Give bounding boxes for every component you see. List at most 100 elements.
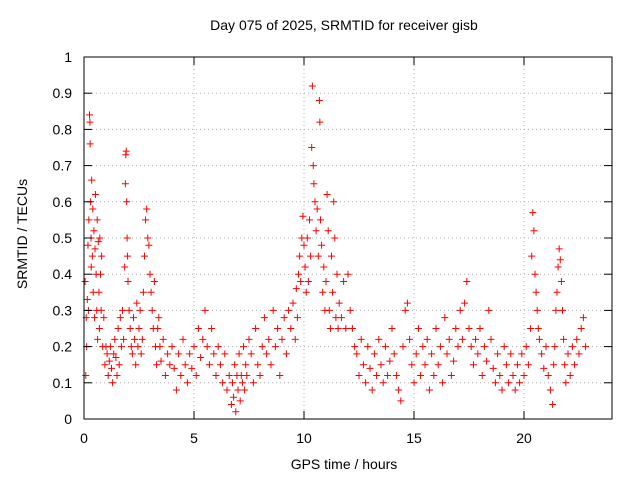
data-point	[172, 386, 180, 394]
data-point	[154, 325, 162, 332]
data-point	[439, 379, 447, 387]
data-point	[214, 343, 222, 351]
data-point	[430, 372, 438, 380]
data-point	[425, 386, 433, 394]
data-point	[351, 343, 359, 351]
y-tick-label: 0.8	[53, 121, 73, 137]
data-point	[111, 335, 119, 343]
data-point	[91, 314, 99, 322]
data-point	[192, 372, 200, 380]
data-point	[132, 361, 140, 369]
data-point	[507, 350, 515, 358]
data-point	[325, 306, 333, 314]
data-point	[155, 314, 163, 322]
data-point	[419, 343, 427, 351]
y-tick-label: 1	[64, 49, 72, 65]
data-point	[467, 343, 475, 351]
data-point	[428, 350, 436, 358]
data-point	[296, 252, 304, 260]
data-point	[292, 285, 300, 293]
data-point	[441, 314, 449, 322]
data-point	[227, 401, 235, 409]
data-point	[386, 357, 394, 365]
data-point	[126, 325, 134, 332]
data-point	[533, 306, 541, 314]
data-point	[133, 299, 141, 307]
data-point	[406, 335, 414, 343]
data-point	[256, 372, 264, 380]
data-point	[485, 306, 493, 314]
data-point	[164, 350, 172, 358]
data-point	[498, 386, 506, 394]
data-point	[317, 216, 324, 224]
data-point	[436, 343, 444, 351]
data-point	[232, 408, 240, 416]
x-tick-label: 15	[406, 430, 422, 446]
data-point	[210, 350, 218, 358]
data-point	[124, 277, 132, 285]
data-point	[535, 335, 543, 343]
data-point	[278, 335, 286, 343]
data-point	[83, 296, 91, 304]
data-point	[554, 263, 562, 271]
data-point	[94, 335, 102, 343]
data-point	[355, 372, 363, 380]
data-point	[340, 277, 348, 285]
data-point	[465, 325, 473, 332]
data-point	[235, 350, 243, 358]
data-point	[557, 277, 565, 285]
y-tick-label: 0.6	[53, 194, 73, 210]
data-point	[505, 379, 513, 387]
data-point	[234, 386, 242, 394]
data-point	[86, 140, 94, 148]
data-point	[319, 288, 327, 296]
data-point	[120, 335, 128, 343]
data-point	[544, 372, 552, 380]
data-point	[179, 335, 187, 343]
data-point	[561, 361, 569, 369]
data-point	[137, 350, 145, 358]
data-point	[115, 361, 123, 369]
data-point	[276, 372, 284, 380]
data-point	[531, 270, 539, 278]
data-point	[529, 209, 537, 217]
data-point	[136, 306, 144, 314]
data-point	[403, 299, 411, 307]
data-point	[267, 361, 275, 369]
data-point	[392, 372, 400, 380]
data-point	[324, 227, 332, 235]
data-point	[551, 343, 559, 351]
data-point	[494, 350, 502, 358]
data-point	[128, 350, 136, 358]
data-point	[534, 325, 542, 332]
data-point	[221, 350, 229, 358]
data-point	[144, 234, 152, 242]
data-point	[552, 306, 560, 314]
data-point	[90, 227, 98, 235]
data-point	[241, 386, 249, 394]
data-point	[124, 252, 132, 260]
data-point	[97, 270, 104, 278]
data-point	[323, 191, 331, 199]
data-point	[366, 364, 374, 372]
data-point	[364, 343, 372, 351]
y-axis-label: SRMTID / TECUs	[14, 178, 30, 290]
data-point	[153, 361, 161, 369]
data-point	[502, 361, 510, 369]
data-point	[190, 343, 198, 351]
data-point	[147, 288, 155, 296]
x-tick-label: 5	[190, 430, 198, 446]
data-point	[299, 212, 307, 220]
data-point	[84, 241, 92, 249]
data-point	[103, 350, 111, 358]
data-point	[123, 234, 131, 242]
data-point	[432, 325, 440, 332]
data-point	[87, 263, 95, 271]
data-point	[94, 238, 102, 246]
data-point	[230, 393, 238, 401]
data-point	[88, 252, 96, 260]
data-point	[114, 325, 122, 332]
data-point	[359, 361, 367, 369]
y-tick-label: 0.2	[53, 339, 73, 355]
data-point	[549, 401, 557, 409]
